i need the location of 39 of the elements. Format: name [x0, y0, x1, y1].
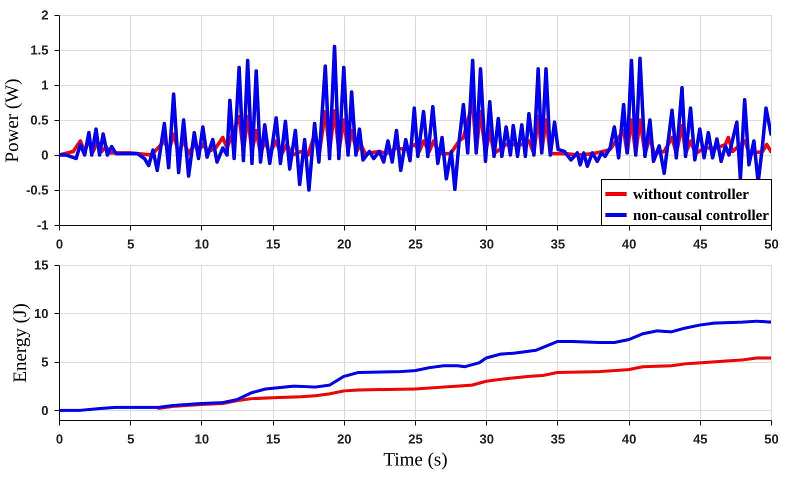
x-tick-label: 10 [194, 432, 210, 446]
x-tick-label: 40 [622, 236, 636, 252]
y-tick-label: -1 [36, 218, 48, 232]
x-tick-label: 0 [56, 432, 64, 446]
x-tick-label: 15 [266, 236, 280, 252]
y-tick-label: 1 [41, 78, 48, 92]
y-tick-label: 2 [41, 8, 48, 22]
x-tick-label: 25 [408, 432, 423, 446]
x-tick-label: 35 [550, 236, 566, 252]
x-tick-label: 35 [550, 432, 566, 446]
y-axis-title: Energy (J) [10, 303, 32, 383]
x-tick-label: 30 [479, 432, 494, 446]
x-tick-label: 50 [764, 236, 779, 252]
y-tick-label: -0.5 [26, 182, 48, 198]
x-tick-label: 0 [56, 236, 64, 252]
x-tick-label: 20 [337, 432, 352, 446]
x-tick-label: 15 [266, 432, 280, 446]
y-tick-label: 10 [34, 306, 48, 321]
y-tick-label: 1.5 [30, 42, 48, 58]
line-series [59, 320, 771, 412]
x-tick-label: 25 [408, 236, 423, 252]
x-tick-label: 5 [127, 432, 134, 446]
x-tick-label: 20 [337, 236, 352, 252]
y-tick-label: 0.5 [30, 112, 48, 128]
legend-label: without controller [633, 187, 750, 203]
x-axis-title: Time (s) [383, 450, 448, 470]
x-tick-label: 30 [479, 236, 494, 252]
y-axis-title: Power (W) [2, 78, 24, 162]
y-tick-label: 0 [41, 148, 48, 162]
y-tick-label: 5 [41, 354, 48, 370]
x-tick-label: 40 [622, 432, 636, 446]
x-tick-label: 45 [693, 432, 708, 446]
y-tick-label: 0 [41, 402, 48, 418]
x-tick-label: 10 [194, 236, 210, 252]
x-tick-label: 45 [693, 236, 708, 252]
legend-label: non-causal controller [633, 208, 770, 224]
y-tick-label: 15 [34, 258, 48, 272]
x-tick-label: 5 [127, 236, 134, 252]
x-tick-label: 50 [764, 432, 779, 446]
